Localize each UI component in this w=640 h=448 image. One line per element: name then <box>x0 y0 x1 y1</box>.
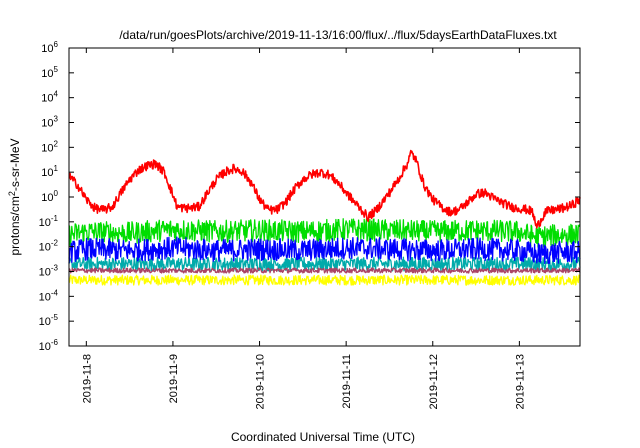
y-tick-exp: -4 <box>51 288 59 297</box>
x-tick-label: 2019-11-12 <box>428 354 440 409</box>
y-tick-base: 10 <box>41 142 53 154</box>
y-tick-exp: 1 <box>54 164 59 173</box>
flux-series-line <box>68 267 581 274</box>
plot-frame <box>68 47 581 347</box>
x-axis-title: Coordinated Universal Time (UTC) <box>231 430 415 444</box>
y-tick-label: 10-3 <box>39 264 59 279</box>
x-tick-label: 2019-11-11 <box>341 354 353 409</box>
y-tick-label: 10-5 <box>39 313 59 328</box>
y-tick-base: 10 <box>39 316 51 328</box>
y-axis-title: protons/cm2-s-sr-MeV <box>7 138 22 255</box>
y-tick-label: 106 <box>41 40 58 55</box>
y-tick-label: 10-2 <box>39 239 59 254</box>
y-tick-base: 10 <box>39 341 51 353</box>
y-tick-exp: -3 <box>51 264 59 273</box>
x-tick-label: 2019-11-8 <box>81 354 93 403</box>
y-tick-label: 10-1 <box>39 214 59 229</box>
y-tick-label: 101 <box>41 164 58 179</box>
y-tick-base: 10 <box>41 68 53 80</box>
y-tick-exp: 3 <box>54 115 59 124</box>
series-layer <box>68 149 581 286</box>
y-axis-title-base: protons/cm <box>8 196 22 255</box>
y-tick-exp: -5 <box>51 313 59 322</box>
y-tick-exp: -1 <box>51 214 59 223</box>
y-tick-exp: 5 <box>54 65 59 74</box>
y-tick-exp: -2 <box>51 239 59 248</box>
y-tick-base: 10 <box>41 43 53 55</box>
y-tick-label: 104 <box>41 90 58 105</box>
x-tick-label: 2019-11-10 <box>255 354 267 409</box>
y-tick-base: 10 <box>41 167 53 179</box>
y-axis-title-tail: -s-sr-MeV <box>8 138 22 191</box>
y-tick-base: 10 <box>41 93 53 105</box>
y-tick-base: 10 <box>39 267 51 279</box>
y-tick-exp: -6 <box>51 338 59 347</box>
x-tick-label: 2019-11-13 <box>514 354 526 409</box>
y-axis-title-sup: 2 <box>7 191 17 196</box>
y-tick-label: 103 <box>41 115 58 130</box>
y-tick-base: 10 <box>41 118 53 130</box>
flux-series-line <box>68 149 581 229</box>
y-tick-exp: 0 <box>54 189 59 198</box>
y-tick-label: 10-4 <box>39 288 59 303</box>
x-tick-label: 2019-11-9 <box>168 354 180 403</box>
y-tick-base: 10 <box>39 217 51 229</box>
x-axis-ticks: 2019-11-8 2019-11-9 2019-11-10 2019-11-11 20… <box>81 48 526 409</box>
y-axis-ticks: 10-610-510-410-310-210-11001011021031041… <box>39 40 580 353</box>
y-tick-label: 105 <box>41 65 58 80</box>
y-tick-base: 10 <box>41 192 53 204</box>
flux-series-line <box>68 274 581 286</box>
flux-series-line <box>68 218 581 248</box>
y-tick-label: 10-6 <box>39 338 59 353</box>
y-tick-base: 10 <box>39 291 51 303</box>
y-tick-exp: 6 <box>54 40 59 49</box>
y-tick-label: 102 <box>41 139 58 154</box>
y-tick-exp: 4 <box>54 90 59 99</box>
y-tick-base: 10 <box>39 242 51 254</box>
y-tick-label: 100 <box>41 189 58 204</box>
chart-title: /data/run/goesPlots/archive/2019-11-13/1… <box>119 28 557 42</box>
flux-series-line <box>68 236 581 264</box>
y-tick-exp: 2 <box>54 139 59 148</box>
